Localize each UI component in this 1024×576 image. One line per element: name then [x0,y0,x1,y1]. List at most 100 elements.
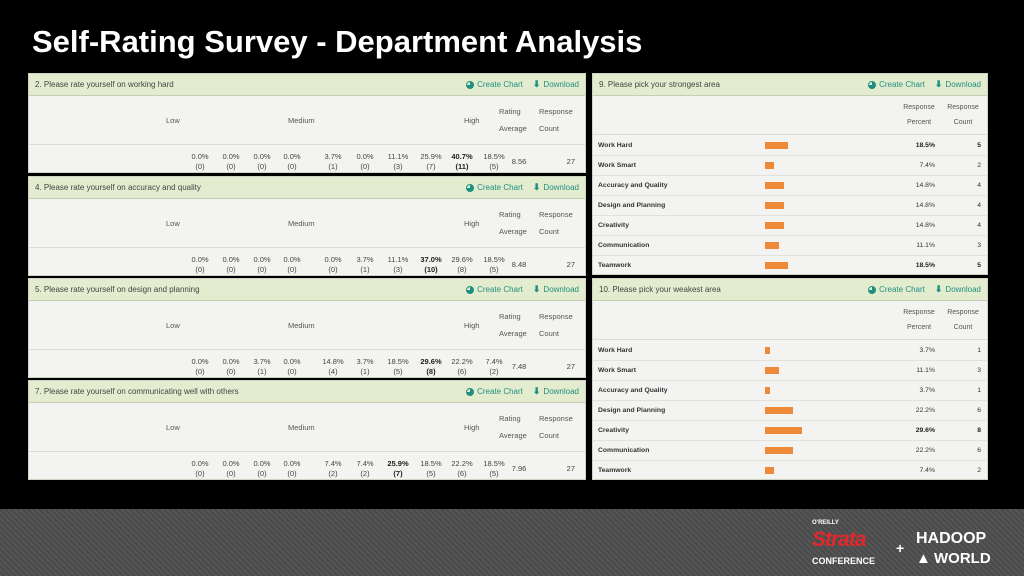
choice-bar [765,447,793,454]
create-chart-label: Create Chart [477,285,523,294]
download-button[interactable]: ⬇ Download [533,182,579,193]
choice-bar [765,427,802,434]
header-high: High [464,219,480,228]
choice-label: Creativity [598,222,629,229]
rating-cell: 3.7% (1) [318,152,348,172]
rating-cell: 0.0% (0) [318,255,348,275]
choice-percent: 18.5% [915,142,935,149]
header-rating: Rating [499,414,521,423]
choice-count: 3 [977,242,981,249]
choice-header: Response Percent Response Count [593,97,987,135]
rating-count: (1) [360,265,370,274]
download-button[interactable]: ⬇ Download [533,284,579,295]
choice-label: Teamwork [598,467,632,474]
rating-count: (2) [360,469,370,478]
download-button[interactable]: ⬇ Download [533,386,579,397]
rating-percent: 0.0% [253,255,271,264]
rating-count: (5) [489,469,499,478]
header-count: Count [953,119,973,126]
header-low: Low [166,219,180,228]
download-button[interactable]: ⬇ Download [935,284,981,295]
create-chart-button[interactable]: Create Chart [466,80,523,89]
rating-percent: 7.4% [356,459,374,468]
choice-panel: 10. Please pick your weakest area Create … [592,278,988,480]
choice-count: 4 [977,182,981,189]
header-count: Count [539,227,560,236]
pie-chart-icon [466,387,475,396]
panel-header: 5. Please rate yourself on design and pl… [29,279,585,301]
pie-chart-icon [466,285,475,294]
rating-average: 7.48 [511,362,527,371]
rating-average: 8.48 [511,260,527,269]
rating-percent: 18.5% [483,459,505,468]
response-count: 27 [566,260,575,269]
rating-percent: 18.5% [483,152,505,161]
header-high: High [464,321,480,330]
header-percent: Percent [906,324,932,331]
rating-percent: 0.0% [253,152,271,161]
rating-row: 0.0% (0) 0.0% (0) 0.0% (0) 0.0% (0) 7.4% (2) 7.4%(… [29,453,585,479]
download-label: Download [543,285,579,294]
rating-count: (5) [489,162,499,171]
rating-count: (0) [226,469,236,478]
oreilly-label: O'REILLY [812,520,839,526]
choice-count: 2 [977,162,981,169]
rating-percent: 25.9% [420,152,442,161]
choice-label: Work Smart [598,367,637,374]
rating-percent: 22.2% [451,357,473,366]
download-button[interactable]: ⬇ Download [533,79,579,90]
elephant-icon: ▲ [916,550,931,567]
rating-count: (7) [426,162,436,171]
create-chart-button[interactable]: Create Chart [466,183,523,192]
create-chart-button[interactable]: Create Chart [466,387,523,396]
choice-bar [765,162,775,169]
rating-cell: 11.1% (3) [383,152,413,172]
rating-cell: 0.0% (0) [185,357,215,377]
create-chart-label: Create Chart [477,80,523,89]
rating-percent: 0.0% [283,357,301,366]
create-chart-button[interactable]: Create Chart [868,80,925,89]
rating-count: (0) [287,265,297,274]
rating-count: (10) [424,265,438,274]
rating-count: (0) [195,162,205,171]
rating-header: Low Medium High Rating Average Response Count [29,97,585,145]
rating-cell: 18.5% (5) [479,459,509,479]
conference-logo: O'REILLY Strata CONFERENCE + HADOOP ▲ WO… [812,516,1017,572]
rating-header: Low Medium High Rating Average Response Count [29,200,585,248]
header-rating: Rating [499,312,521,321]
rating-cell: 7.4% (2) [479,357,509,377]
header-low: Low [166,321,180,330]
choice-label: Design and Planning [598,202,666,209]
header-rating: Rating [499,107,521,116]
rating-panel: 7. Please rate yourself on communicating… [28,380,586,480]
choice-percent: 18.5% [915,262,935,269]
header-response: Response [947,104,979,111]
panel-header: 2. Please rate yourself on working hard C… [29,74,585,96]
rating-percent: 0.0% [253,459,271,468]
choice-label: Work Hard [598,142,633,149]
create-chart-label: Create Chart [879,285,925,294]
create-chart-button[interactable]: Create Chart [466,285,523,294]
rating-percent: 0.0% [222,459,240,468]
rating-percent: 7.4% [324,459,342,468]
create-chart-label: Create Chart [477,183,523,192]
choice-label: Communication [598,242,650,249]
download-arrow-icon: ⬇ [532,284,541,294]
rating-percent: 14.8% [322,357,344,366]
choice-count: 1 [977,347,981,354]
choice-percent: 29.6% [915,427,935,434]
header-percent: Percent [906,119,932,126]
header-count: Count [539,431,560,440]
download-button[interactable]: ⬇ Download [935,79,981,90]
choice-row: Design and Planning 14.8% 4 [593,196,987,216]
rating-percent: 0.0% [222,152,240,161]
rating-count: (4) [328,367,338,376]
panel-header: 7. Please rate yourself on communicating… [29,381,585,403]
question-title: 7. Please rate yourself on communicating… [35,387,239,396]
create-chart-button[interactable]: Create Chart [868,285,925,294]
rating-cell: 0.0% (0) [185,255,215,275]
rating-cell: 18.5% (5) [479,255,509,275]
rating-count: (11) [455,162,469,171]
header-response: Response [539,210,573,219]
header-count: Count [539,329,560,338]
